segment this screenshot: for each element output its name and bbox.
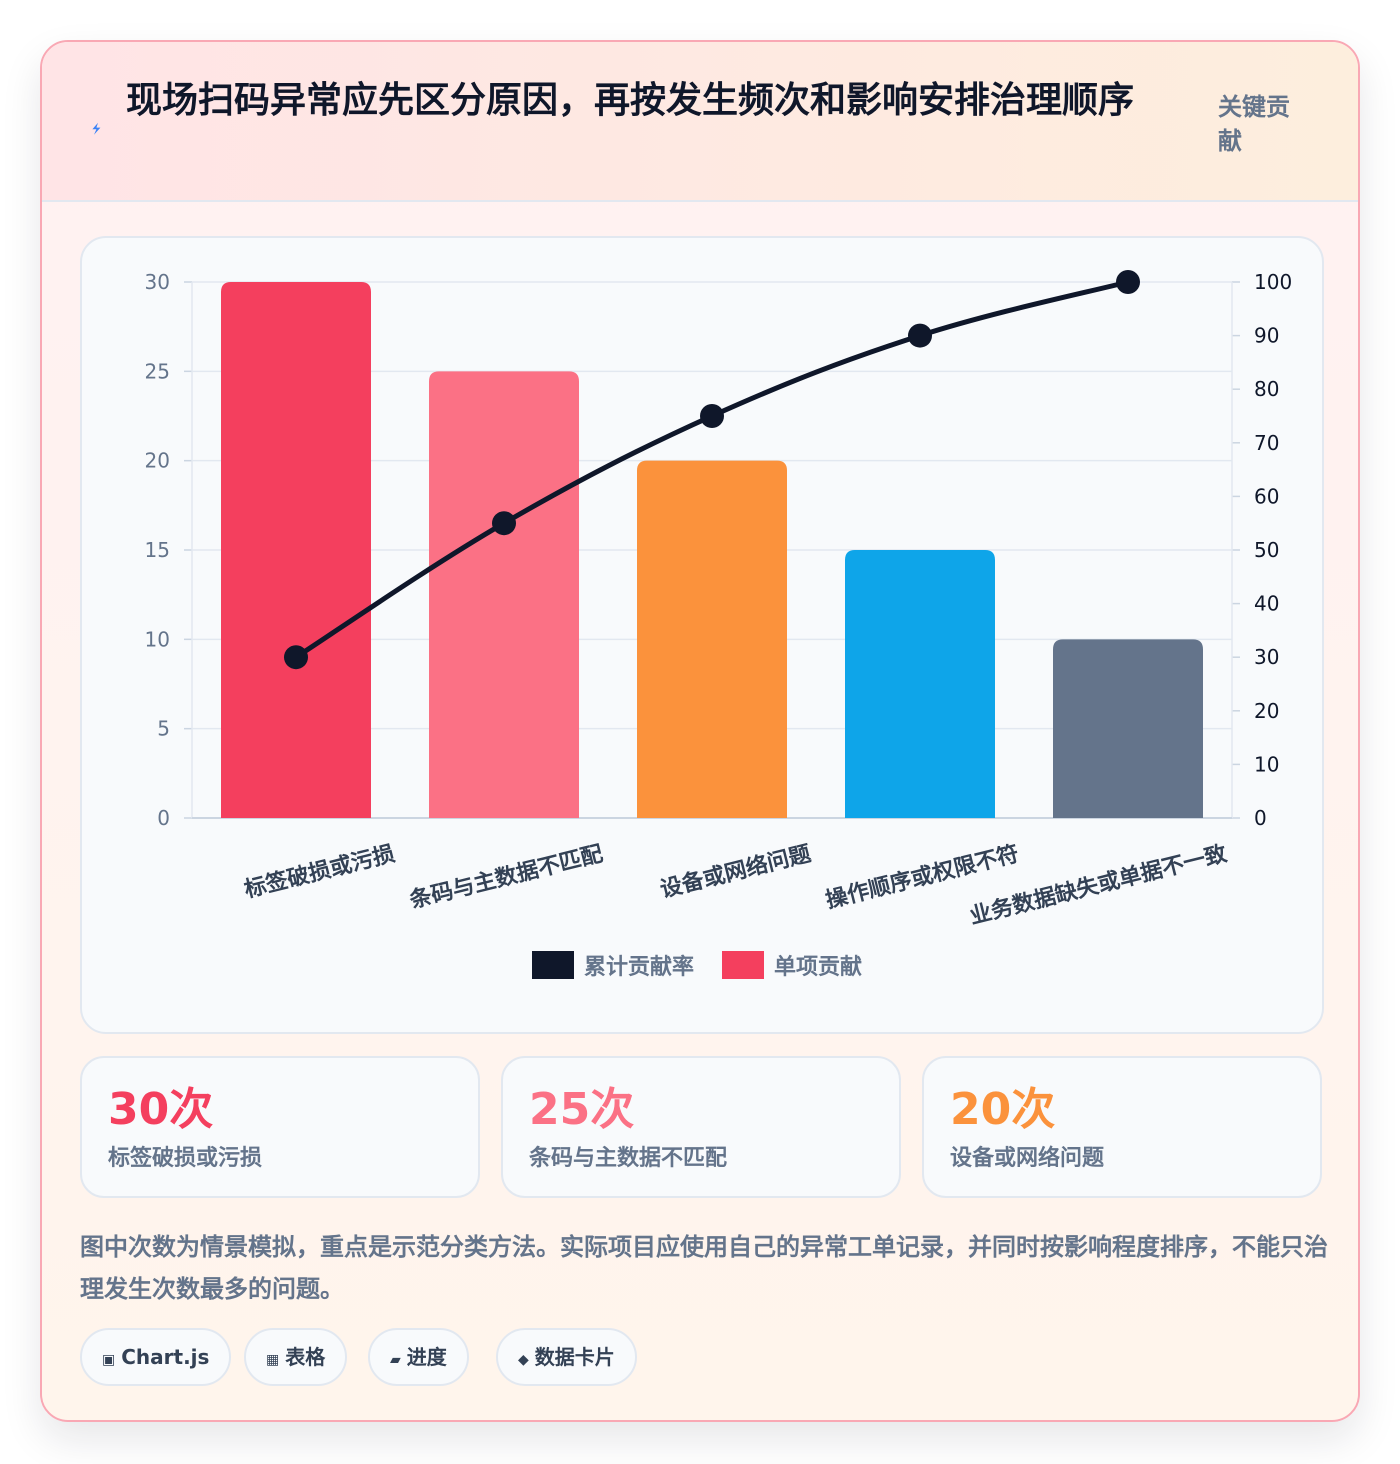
y-tick-label-left: 25 — [145, 359, 170, 383]
cumulative-point — [284, 645, 308, 670]
y-tick-label-right: 80 — [1254, 377, 1279, 401]
y-tick-label-left: 30 — [145, 270, 170, 294]
bar — [1053, 639, 1203, 818]
cumulative-point — [908, 323, 932, 348]
y-tick-label-right: 10 — [1254, 752, 1279, 776]
cumulative-point — [700, 404, 724, 428]
progress-icon: ▰ — [390, 1352, 401, 1368]
chart-panel: 0 5 10 15 20 25 30 0 10 20 30 40 50 60 70 80 90 100 标签破损或污… — [80, 236, 1324, 1034]
pareto-chart: 0 5 10 15 20 25 30 0 10 20 30 40 50 60 70 80 90 100 标签破损或污… — [145, 270, 1292, 980]
legend-swatch — [722, 951, 764, 979]
y-tick-label-right: 70 — [1254, 431, 1279, 455]
legend-swatch — [532, 951, 574, 979]
stat-card: 20次 设备或网络问题 — [922, 1056, 1322, 1198]
x-tick-label: 条码与主数据不匹配 — [406, 841, 605, 914]
chip-label: 进度 — [406, 1345, 447, 1369]
card-header: 现场扫码异常应先区分原因，再按发生频次和影响安排治理顺序 关键贡献 — [42, 42, 1358, 202]
chip-label: Chart.js — [121, 1345, 210, 1369]
y-tick-label-left: 10 — [145, 627, 170, 651]
y-tick-label-left: 0 — [157, 806, 170, 830]
y-tick-label-right: 50 — [1254, 538, 1279, 562]
stat-card: 30次 标签破损或污损 — [80, 1056, 480, 1198]
chip-progress[interactable]: ▰ 进度 — [368, 1328, 469, 1386]
y-tick-label-right: 0 — [1254, 806, 1267, 830]
stat-label: 标签破损或污损 — [108, 1146, 263, 1171]
cumulative-point — [492, 511, 516, 536]
legend-label: 累计贡献率 — [584, 954, 694, 980]
chip-label: 表格 — [285, 1345, 326, 1369]
diamond-icon: ◆ — [518, 1352, 529, 1368]
stat-cards: 30次 标签破损或污损 25次 条码与主数据不匹配 20次 设备或网络问题 — [80, 1056, 1324, 1198]
header-tag: 关键贡献 — [1218, 93, 1290, 155]
page-title: 现场扫码异常应先区分原因，再按发生频次和影响安排治理顺序 — [126, 80, 1135, 121]
y-tick-label-right: 90 — [1254, 324, 1279, 348]
chip-data-card[interactable]: ◆ 数据卡片 — [496, 1328, 637, 1386]
chart-card: 现场扫码异常应先区分原因，再按发生频次和影响安排治理顺序 关键贡献 0 5 10 15… — [40, 40, 1360, 1422]
lightning-bolt-icon — [92, 122, 101, 135]
x-tick-label: 标签破损或污损 — [242, 841, 398, 903]
y-tick-label-right: 100 — [1254, 270, 1292, 294]
chip-label: 数据卡片 — [534, 1345, 615, 1369]
stat-label: 条码与主数据不匹配 — [529, 1146, 728, 1171]
y-tick-label-left: 5 — [157, 717, 170, 741]
chip-table[interactable]: ▦ 表格 — [244, 1328, 348, 1386]
y-tick-label-right: 20 — [1254, 699, 1279, 723]
cumulative-point — [1116, 270, 1140, 294]
tech-chips: ▣ Chart.js ▦ 表格 ▰ 进度 ◆ 数据卡片 — [80, 1328, 1324, 1386]
stat-value: 20次 — [950, 1084, 1056, 1135]
y-tick-label-right: 40 — [1254, 592, 1279, 616]
bar — [845, 550, 995, 818]
chip-chartjs[interactable]: ▣ Chart.js — [80, 1328, 232, 1386]
y-tick-label-left: 15 — [145, 538, 170, 562]
stat-value: 30次 — [108, 1084, 214, 1135]
y-tick-label-left: 20 — [145, 449, 170, 473]
footnote: 图中次数为情景模拟，重点是示范分类方法。实际项目应使用自己的异常工单记录，并同时… — [80, 1233, 1328, 1303]
legend-label: 单项贡献 — [774, 954, 862, 980]
x-tick-label: 设备或网络问题 — [658, 840, 815, 903]
y-tick-label-right: 30 — [1254, 645, 1279, 669]
stat-card: 25次 条码与主数据不匹配 — [501, 1056, 901, 1198]
chart-icon: ▣ — [102, 1352, 116, 1368]
bar — [221, 282, 371, 818]
stat-label: 设备或网络问题 — [950, 1146, 1105, 1171]
y-tick-label-right: 60 — [1254, 484, 1279, 508]
table-icon: ▦ — [266, 1352, 280, 1368]
stat-value: 25次 — [529, 1084, 635, 1135]
bar — [429, 371, 579, 818]
bar — [637, 460, 787, 818]
